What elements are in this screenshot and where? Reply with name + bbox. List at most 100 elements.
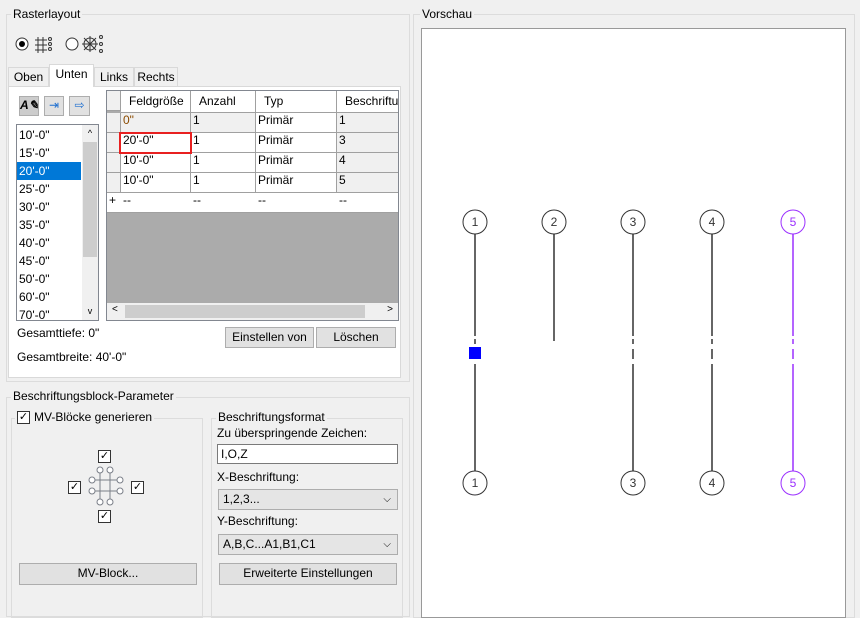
table-cell[interactable]: 1 (191, 113, 256, 133)
x-label-value: 1,2,3... (223, 492, 260, 506)
size-list-item[interactable]: 15'-0" (19, 146, 50, 160)
size-list[interactable]: 10'-0" 15'-0" 20'-0" 25'-0" 30'-0" 35'-0" 40'-… (16, 124, 99, 321)
radial-grid-icon (82, 35, 103, 53)
table-cell[interactable]: 10'-0" (121, 153, 191, 173)
scroll-up-icon[interactable]: ^ (87, 128, 93, 138)
grid-bubble-top (780, 209, 806, 235)
field-table[interactable]: < > FeldgrößeAnzahlTypBeschriftun0"1Prim… (106, 90, 399, 321)
grid-bubble-top-label: 2 (551, 215, 558, 229)
size-list-item[interactable]: 20'-0" (17, 162, 81, 180)
row-header[interactable] (107, 113, 121, 133)
scroll-left-icon[interactable]: < (112, 304, 118, 315)
grid-bubble-bottom (699, 470, 725, 496)
table-cell[interactable]: 4 (337, 153, 398, 173)
scroll-right-icon[interactable]: > (387, 304, 393, 315)
table-cell[interactable]: Primär (256, 133, 337, 153)
rect-grid-icon (35, 37, 52, 53)
scroll-down-icon[interactable]: v (87, 306, 93, 316)
skip-chars-label: Zu überspringende Zeichen: (217, 426, 368, 440)
scroll-thumb[interactable] (83, 142, 97, 257)
size-list-item[interactable]: 70'-0" (19, 308, 50, 321)
selection-grip (469, 347, 481, 359)
top-checkbox[interactable]: ✓ (98, 450, 111, 463)
insert-row-icon[interactable]: ⇥ (44, 96, 64, 116)
new-row-cell[interactable]: -- (337, 193, 398, 213)
size-list-item[interactable]: 30'-0" (19, 200, 50, 214)
advanced-settings-button[interactable]: Erweiterte Einstellungen (219, 563, 397, 585)
column-header[interactable]: Feldgröße (121, 91, 191, 113)
left-checkbox[interactable]: ✓ (68, 481, 81, 494)
edit-label-icon[interactable]: A✎ (19, 96, 39, 116)
size-list-item[interactable]: 40'-0" (19, 236, 50, 250)
column-header[interactable]: Anzahl (191, 91, 256, 113)
radio-radial-grid[interactable] (64, 34, 106, 57)
table-hscrollbar[interactable]: < > (107, 303, 398, 320)
tab-rechts[interactable]: Rechts (134, 67, 178, 87)
append-row-icon[interactable]: ⇨ (69, 96, 90, 116)
right-checkbox[interactable]: ✓ (131, 481, 144, 494)
skip-chars-input[interactable]: I,O,Z (217, 444, 398, 464)
bottom-checkbox[interactable]: ✓ (98, 510, 111, 523)
grid-bubble-bottom (780, 470, 806, 496)
list-scrollbar[interactable]: ^ v (82, 125, 98, 320)
grid-bubble-top-label: 4 (709, 215, 716, 229)
checkbox-icon[interactable]: ✓ (17, 410, 30, 424)
row-header[interactable] (107, 173, 121, 193)
new-row-cell[interactable]: -- (256, 193, 337, 213)
size-list-item[interactable]: 60'-0" (19, 290, 50, 304)
y-label-value: A,B,C...A1,B1,C1 (223, 537, 316, 551)
generate-label: MV-Blöcke generieren (34, 410, 153, 424)
table-cell[interactable]: Primär (256, 173, 337, 193)
raster-layout-group (6, 14, 410, 382)
table-cell[interactable]: 3 (337, 133, 398, 153)
grid-bubble-bottom-label: 5 (790, 476, 797, 490)
table-cell[interactable]: 1 (191, 173, 256, 193)
row-header[interactable] (107, 153, 121, 173)
table-cell[interactable]: 1 (337, 113, 398, 133)
size-list-item[interactable]: 10'-0" (19, 128, 50, 142)
table-cell[interactable]: 5 (337, 173, 398, 193)
raster-layout-title: Rasterlayout (11, 7, 83, 21)
radio-rect-grid[interactable] (15, 36, 55, 57)
mv-block-button[interactable]: MV-Block... (19, 563, 197, 585)
tab-unten[interactable]: Unten (49, 64, 94, 87)
chevron-down-icon: ⌵ (383, 494, 391, 505)
table-cell[interactable]: Primär (256, 153, 337, 173)
grid-bubble-bottom (620, 470, 646, 496)
size-list-item[interactable]: 35'-0" (19, 218, 50, 232)
generate-mv-checkbox[interactable]: ✓ MV-Blöcke generieren (15, 410, 155, 424)
column-header[interactable]: Beschriftun (337, 91, 398, 113)
grid-bubble-top-label: 1 (472, 215, 479, 229)
set-from-button[interactable]: Einstellen von (225, 327, 314, 348)
grid-bubble-bottom (462, 470, 488, 496)
label-format-title: Beschriftungsformat (216, 410, 327, 424)
preview-canvas[interactable]: 1 2 3 4 5 1 3 4 5 (421, 28, 846, 618)
size-list-item[interactable]: 50'-0" (19, 272, 50, 286)
table-cell[interactable]: 1 (191, 153, 256, 173)
new-row-cell[interactable]: -- (121, 193, 191, 213)
x-label-select[interactable]: 1,2,3... ⌵ (218, 489, 398, 510)
grid-bubble-bottom-label: 1 (472, 476, 479, 490)
tab-oben[interactable]: Oben (8, 67, 49, 87)
table-cell[interactable]: 1 (191, 133, 256, 153)
y-label-label: Y-Beschriftung: (217, 514, 298, 528)
size-list-item[interactable]: 25'-0" (19, 182, 50, 196)
label-block-title: Beschriftungsblock-Parameter (11, 389, 176, 403)
tab-links[interactable]: Links (94, 67, 134, 87)
grid-bubble-top (699, 209, 725, 235)
total-width: Gesamtbreite: 40'-0" (17, 350, 127, 364)
hscroll-thumb[interactable] (125, 305, 365, 318)
delete-button[interactable]: Löschen (316, 327, 396, 348)
table-cell[interactable]: Primär (256, 113, 337, 133)
grid-bubble-bottom-label: 4 (709, 476, 716, 490)
row-header-corner[interactable] (107, 91, 121, 111)
new-row-cell[interactable]: + (107, 193, 121, 213)
y-label-select[interactable]: A,B,C...A1,B1,C1 ⌵ (218, 534, 398, 555)
size-list-item[interactable]: 45'-0" (19, 254, 50, 268)
column-header[interactable]: Typ (256, 91, 337, 113)
preview-title: Vorschau (420, 7, 475, 21)
new-row-cell[interactable]: -- (191, 193, 256, 213)
table-cell[interactable]: 10'-0" (121, 173, 191, 193)
grid-bubble-top (541, 209, 567, 235)
table-cell[interactable]: 0" (121, 113, 191, 133)
